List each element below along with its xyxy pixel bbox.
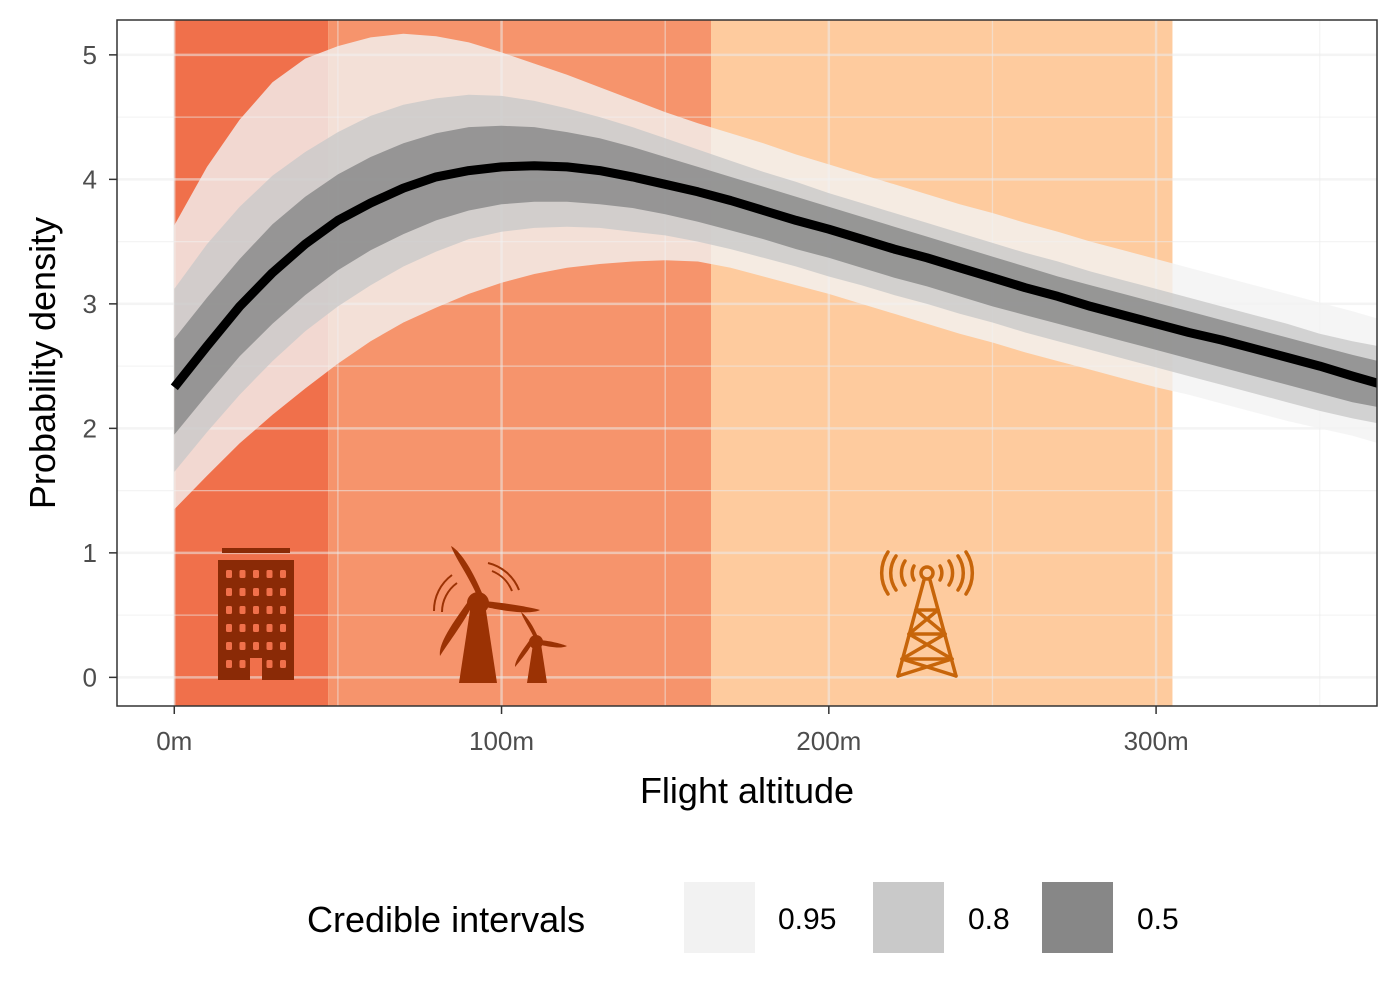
building-window [226,588,232,596]
building-window [280,588,286,596]
building-window [226,606,232,614]
building-window [280,570,286,578]
legend-label-0.5: 0.5 [1137,903,1179,936]
building-window [226,660,232,668]
building-window [239,624,246,632]
building-window [266,570,273,578]
building-window [266,660,273,668]
building-window [266,624,273,632]
y-tick-label: 0 [83,662,97,692]
building-window [266,606,273,614]
building-window [239,588,246,596]
building-window [253,624,259,632]
legend-label-0.8: 0.8 [968,903,1010,936]
ribbon-ci-0.5 [174,125,1377,435]
x-axis-title: Flight altitude [640,770,854,811]
legend-key-0.95 [684,882,755,953]
building-window [226,624,232,632]
building-window [280,660,286,668]
building-window [239,570,246,578]
x-tick-label: 300m [1124,726,1189,756]
building-window [239,642,246,650]
radio-tower-icon [880,550,974,678]
x-tick-label: 200m [796,726,861,756]
y-axis-title: Probability density [22,217,63,509]
y-tick-label: 2 [83,413,97,443]
building-window [226,642,232,650]
building-icon [218,548,294,680]
median-line-layer [170,161,1377,391]
building-window [280,624,286,632]
legend-title: Credible intervals [307,899,585,940]
building-window [280,606,286,614]
building-window [280,642,286,650]
building-window [253,570,259,578]
wind-turbine-icon [432,546,567,683]
building-window [239,606,246,614]
legend-label-0.95: 0.95 [778,903,836,936]
x-tick-label: 100m [469,726,534,756]
y-tick-label: 5 [83,40,97,70]
building-window [253,606,259,614]
building-window [239,660,246,668]
legend-key-0.8 [873,882,944,953]
credible-interval-ribbons [174,33,1377,510]
y-tick-label: 1 [83,538,97,568]
building-window [266,642,273,650]
building-window [226,570,232,578]
y-tick-label: 3 [83,289,97,319]
axes: 0m 100m 200m 300m 0 1 2 3 4 5 [83,40,1189,756]
building-window [253,588,259,596]
building-window [253,642,259,650]
legend: Credible intervals 0.95 0.8 0.5 [307,882,1179,953]
legend-key-0.5 [1042,882,1113,953]
building-window [266,588,273,596]
plot-panel-border [116,19,1378,707]
x-tick-label: 0m [156,726,192,756]
y-tick-label: 4 [83,164,97,194]
median-line [170,161,1377,391]
